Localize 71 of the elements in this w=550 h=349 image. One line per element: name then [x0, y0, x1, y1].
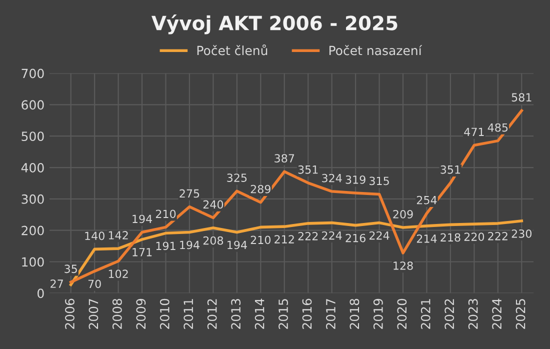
- data-label: 324: [322, 174, 342, 182]
- data-label: 194: [180, 240, 200, 250]
- data-label: 289: [250, 184, 270, 194]
- data-label: 194: [132, 214, 152, 224]
- data-label: 214: [416, 234, 437, 243]
- y-tick-label: 0: [38, 288, 44, 298]
- data-label: 325: [227, 174, 247, 182]
- data-label: 315: [370, 176, 389, 186]
- x-tick-label: 2010: [160, 298, 170, 329]
- x-tick-label: 2016: [302, 298, 312, 329]
- y-tick-label: 600: [22, 100, 44, 110]
- x-tick-label: 2012: [207, 299, 217, 329]
- y-tick-label: 700: [22, 68, 44, 78]
- data-label: 485: [488, 123, 508, 132]
- data-label: 471: [464, 128, 484, 136]
- data-label: 275: [180, 189, 200, 198]
- data-label: 35: [64, 264, 77, 274]
- x-tick-label: 2022: [444, 299, 454, 329]
- data-label: 351: [440, 165, 460, 174]
- x-tick-label: 2008: [112, 298, 122, 329]
- data-label: 210: [250, 236, 271, 244]
- x-tick-label: 2009: [136, 298, 146, 329]
- data-label: 142: [108, 231, 128, 240]
- x-tick-label: 2006: [65, 298, 74, 329]
- data-label: 224: [322, 231, 342, 240]
- x-tick-label: 2024: [492, 298, 502, 329]
- x-tick-label: 2013: [231, 299, 241, 329]
- data-label: 387: [274, 154, 294, 163]
- data-label: 27: [50, 280, 63, 288]
- data-label: 230: [512, 229, 532, 238]
- chart-title: Vývoj AKT 2006 - 2025: [152, 14, 398, 34]
- x-tick-label: 2025: [516, 299, 526, 329]
- legend-label: Počet nasazení: [329, 45, 422, 56]
- data-label: 240: [203, 200, 224, 209]
- y-tick-label: 300: [22, 194, 44, 204]
- data-label: 102: [108, 270, 128, 278]
- data-label: 210: [156, 210, 176, 218]
- legend-label: Počet členů: [197, 44, 268, 56]
- data-label: 209: [393, 210, 413, 218]
- data-label: 216: [346, 234, 366, 242]
- data-label: 222: [298, 232, 318, 240]
- y-tick-label: 400: [21, 162, 44, 172]
- data-label: 208: [203, 236, 224, 245]
- x-tick-label: 2017: [326, 299, 336, 329]
- data-label: 212: [274, 235, 294, 244]
- data-label: 191: [156, 242, 176, 250]
- data-label: 222: [488, 232, 508, 240]
- y-tick-label: 200: [22, 226, 44, 236]
- x-tick-label: 2014: [254, 298, 264, 329]
- data-label: 581: [512, 93, 532, 102]
- x-tick-label: 2020: [397, 298, 407, 329]
- data-label: 220: [464, 232, 484, 241]
- data-label: 194: [228, 240, 247, 250]
- x-tick-label: 2007: [88, 299, 98, 329]
- data-label: 128: [394, 261, 413, 270]
- data-label: 70: [88, 280, 101, 288]
- data-label: 254: [416, 196, 437, 204]
- y-tick-label: 100: [22, 257, 44, 267]
- x-tick-label: 2015: [278, 299, 288, 329]
- data-label: 319: [346, 175, 366, 184]
- x-tick-label: 2018: [350, 298, 360, 329]
- y-tick-label: 500: [22, 132, 44, 142]
- x-tick-label: 2021: [420, 299, 430, 329]
- data-label: 140: [85, 232, 104, 240]
- data-label: 218: [440, 233, 460, 242]
- data-label: 224: [369, 231, 390, 240]
- x-tick-label: 2011: [184, 299, 194, 329]
- x-tick-label: 2023: [468, 299, 478, 329]
- data-label: 351: [298, 165, 318, 174]
- data-label: 171: [132, 248, 152, 256]
- x-tick-label: 2019: [373, 298, 383, 329]
